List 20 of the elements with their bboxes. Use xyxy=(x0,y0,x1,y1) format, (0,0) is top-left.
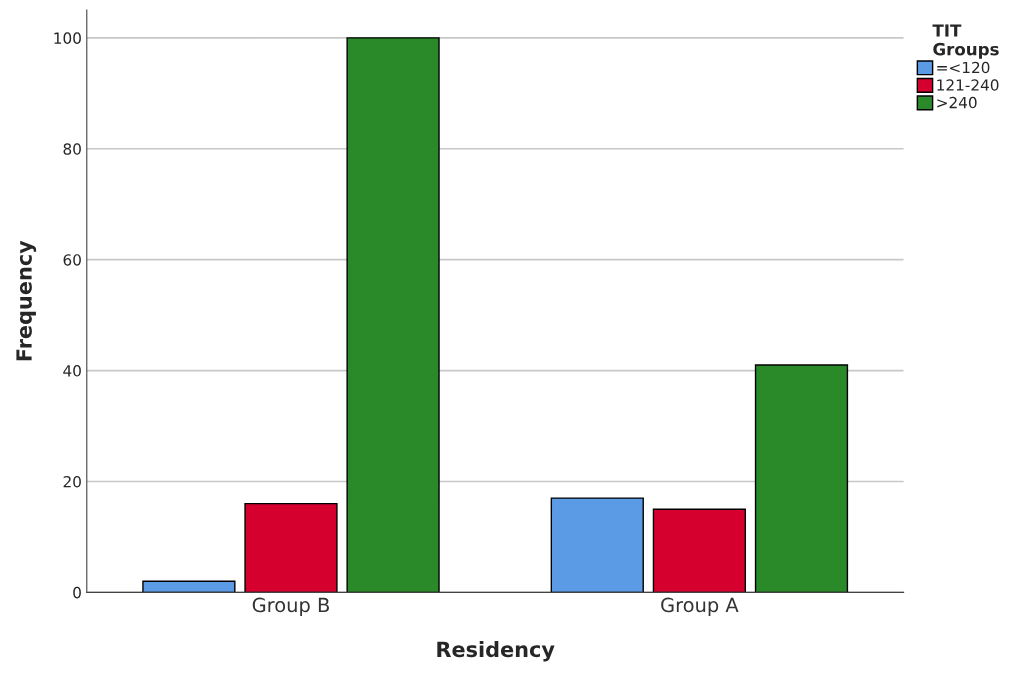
bar xyxy=(346,37,440,593)
y-tick-label: 20 xyxy=(63,475,81,488)
legend-label: 121-240 xyxy=(937,79,999,91)
bar xyxy=(754,364,849,593)
legend-title: TIT Groups xyxy=(932,24,999,59)
bar xyxy=(550,497,644,593)
y-tick-label: 40 xyxy=(63,365,81,377)
x-axis-title: Residency xyxy=(437,641,555,662)
bar xyxy=(652,508,747,593)
y-axis-title: Frequency xyxy=(16,240,37,361)
bar xyxy=(244,502,338,593)
bar xyxy=(142,580,236,593)
y-tick-label: 80 xyxy=(63,143,81,155)
legend-label: >240 xyxy=(937,96,977,109)
y-tick-label: 100 xyxy=(54,32,81,44)
x-tick-label: Group B xyxy=(252,597,329,617)
y-tick-label: 0 xyxy=(73,586,81,599)
legend-label: =<120 xyxy=(937,61,990,74)
y-tick-label: 60 xyxy=(63,254,81,266)
x-tick-label: Group A xyxy=(661,597,739,617)
